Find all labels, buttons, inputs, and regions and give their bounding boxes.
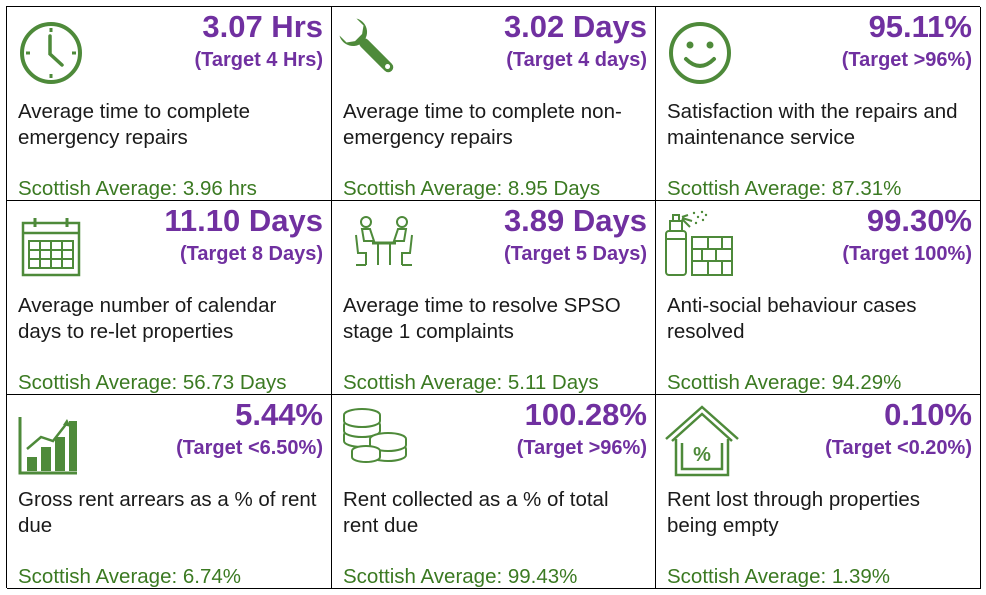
kpi-value: 11.10 Days <box>164 203 323 238</box>
kpi-card-emergency-repairs: 3.07 Hrs (Target 4 Hrs) Average time to … <box>7 7 332 201</box>
kpi-value: 95.11% <box>868 9 972 44</box>
kpi-target: (Target 4 days) <box>506 49 647 71</box>
performance-grid: 3.07 Hrs (Target 4 Hrs) Average time to … <box>6 6 981 589</box>
kpi-value: 3.02 Days <box>503 9 647 44</box>
kpi-card-anti-social-behaviour: 99.30% (Target 100%) Anti-social behavio… <box>656 201 981 395</box>
kpi-description: Satisfaction with the repairs and mainte… <box>667 100 958 149</box>
kpi-target: (Target >96%) <box>841 49 972 71</box>
kpi-target: (Target 4 Hrs) <box>194 49 323 71</box>
kpi-target: (Target 100%) <box>842 243 972 265</box>
kpi-card-repairs-satisfaction: 95.11% (Target >96%) Satisfaction with t… <box>656 7 981 201</box>
kpi-description: Average time to resolve SPSO stage 1 com… <box>343 294 621 343</box>
kpi-description: Rent collected as a % of total rent due <box>343 488 609 537</box>
kpi-value: 0.10% <box>884 397 972 432</box>
svg-text:%: % <box>693 444 711 466</box>
scottish-average: Scottish Average: 99.43% <box>343 565 578 588</box>
meeting-table-icon <box>352 213 416 269</box>
scottish-average: Scottish Average: 8.95 Days <box>343 177 601 200</box>
scottish-average: Scottish Average: 6.74% <box>18 565 241 588</box>
kpi-description: Average time to complete emergency repai… <box>18 100 251 149</box>
kpi-target: (Target 5 Days) <box>503 243 647 265</box>
kpi-card-spso-complaints: 3.89 Days (Target 5 Days) Average time t… <box>332 201 656 395</box>
wrench-icon <box>334 13 410 89</box>
kpi-card-rent-lost-empty: % 0.10% (Target <0.20%) Rent lost throug… <box>656 395 981 589</box>
kpi-description: Average time to complete non-emergency r… <box>343 100 622 149</box>
smiley-icon <box>666 19 734 87</box>
kpi-value: 100.28% <box>524 397 647 432</box>
kpi-description: Anti-social behaviour cases resolved <box>667 294 917 343</box>
kpi-card-rent-arrears: 5.44% (Target <6.50%) Gross rent arrears… <box>7 395 332 589</box>
scottish-average: Scottish Average: 87.31% <box>667 177 902 200</box>
kpi-value: 5.44% <box>235 397 323 432</box>
coins-icon <box>340 405 410 469</box>
kpi-value: 99.30% <box>866 203 972 238</box>
kpi-target: (Target <6.50%) <box>176 437 323 459</box>
scottish-average: Scottish Average: 56.73 Days <box>18 371 287 394</box>
kpi-target: (Target 8 Days) <box>179 243 323 265</box>
scottish-average: Scottish Average: 5.11 Days <box>343 371 599 394</box>
house-percent-icon: % <box>662 403 742 479</box>
kpi-description: Rent lost through properties being empty <box>667 488 920 537</box>
scottish-average: Scottish Average: 3.96 hrs <box>18 177 257 200</box>
kpi-card-re-let-days: 11.10 Days (Target 8 Days) Average numbe… <box>7 201 332 395</box>
kpi-description: Gross rent arrears as a % of rent due <box>18 488 317 537</box>
kpi-card-non-emergency-repairs: 3.02 Days (Target 4 days) Average time t… <box>332 7 656 201</box>
kpi-value: 3.07 Hrs <box>202 9 323 44</box>
calendar-icon <box>17 213 85 281</box>
kpi-target: (Target <0.20%) <box>825 437 972 459</box>
scottish-average: Scottish Average: 94.29% <box>667 371 902 394</box>
kpi-description: Average number of calendar days to re-le… <box>18 294 277 343</box>
kpi-card-rent-collected: 100.28% (Target >96%) Rent collected as … <box>332 395 656 589</box>
kpi-value: 3.89 Days <box>503 203 647 238</box>
spray-can-wall-icon <box>662 209 736 279</box>
scottish-average: Scottish Average: 1.39% <box>667 565 890 588</box>
clock-icon <box>17 19 85 87</box>
bar-chart-icon <box>17 415 79 477</box>
kpi-target: (Target >96%) <box>516 437 647 459</box>
